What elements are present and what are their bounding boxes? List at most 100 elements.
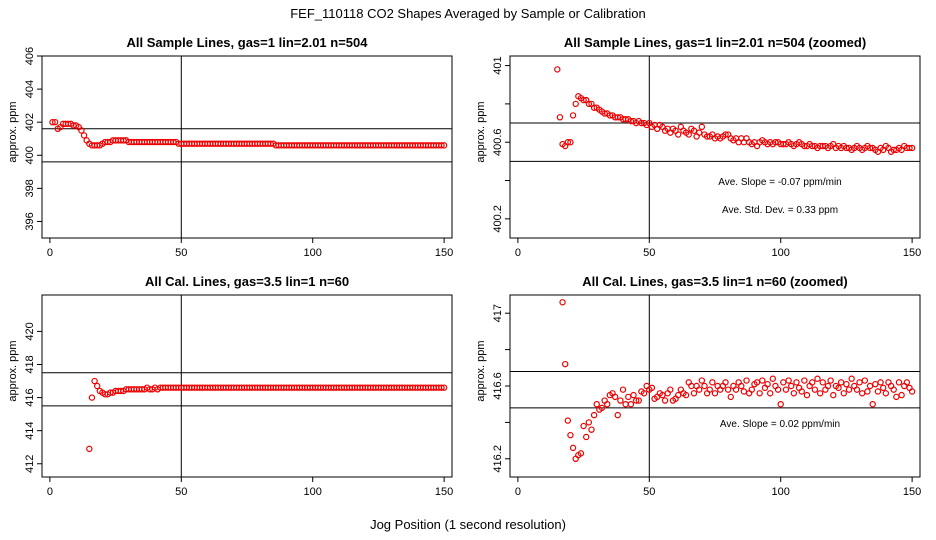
x-tick-label: 150 [903,486,921,498]
data-point [585,419,593,426]
data-point [640,390,648,397]
data-point [659,391,666,399]
data-point [614,114,621,121]
data-point [843,144,850,152]
y-tick-label: 406 [24,47,36,65]
data-point [772,139,779,146]
data-point [798,388,805,395]
data-point [782,386,790,393]
data-points [49,118,448,149]
data-point [440,142,448,149]
y-tick-label: 417 [492,304,504,322]
data-point [682,391,690,399]
data-point [675,391,682,399]
data-point [567,139,574,146]
data-point [835,384,842,392]
data-point [611,393,619,401]
figure-xlabel: Jog Position (1 second resolution) [370,517,566,532]
data-points [559,299,916,462]
data-point [853,386,861,393]
data-point [556,114,564,121]
data-point [809,379,816,386]
data-point [837,379,845,386]
data-point [685,131,692,138]
panel-1: All Sample Lines, gas=1 lin=2.01 n=504 0 5… [7,35,453,259]
data-point [617,397,624,404]
data-point [698,123,706,131]
data-point [724,386,732,393]
data-point [882,390,890,397]
y-tick-label: 400.6 [492,128,504,156]
data-point [759,377,766,384]
data-point [856,379,863,386]
data-point [696,129,703,136]
data-point [590,104,598,111]
data-point [811,386,819,393]
data-point [627,401,635,408]
data-point [440,384,448,391]
panel-3: All Cal. Lines, gas=3.5 lin=1 n=60 0 50 100… [7,274,453,498]
data-point [51,118,59,126]
data-point [559,299,566,306]
data-point [908,144,916,152]
data-point [722,379,729,386]
data-point [722,131,729,138]
data-point [438,142,445,149]
data-point [80,132,88,139]
data-point [711,390,719,397]
y-tick-label: 420 [24,322,36,340]
x-tick-label: 150 [903,247,921,259]
data-point [877,379,884,386]
panel-title: All Cal. Lines, gas=3.5 lin=1 n=60 (zoom… [582,274,848,289]
data-point [895,379,903,386]
x-tick-label: 50 [175,486,187,498]
data-point [861,377,869,384]
data-point [709,379,716,386]
data-point [632,397,640,404]
x-tick-label: 0 [47,247,53,259]
x-tick-label: 50 [643,486,655,498]
data-point [777,401,784,408]
data-point [801,142,808,150]
data-point [893,393,900,401]
y-tick-label: 416.6 [492,372,504,400]
data-point [49,118,56,126]
panel-2: All Sample Lines, gas=1 lin=2.01 n=504 (… [475,35,921,259]
data-point [564,417,572,424]
data-point [890,386,897,393]
data-point [604,401,611,408]
data-point [874,388,882,395]
x-tick-label: 0 [515,247,521,259]
data-point [869,401,876,408]
data-point [593,401,600,408]
data-point [706,386,713,393]
data-point [569,112,577,119]
plot-frame [41,55,453,239]
data-points [554,66,916,155]
data-point [622,116,629,123]
data-point [648,384,656,392]
y-axis-label: approx. ppm [7,101,19,162]
data-point [569,444,577,452]
y-tick-label: 401 [492,56,504,74]
data-point [843,380,850,388]
data-point [590,411,598,419]
data-point [696,386,703,393]
x-tick-label: 100 [772,247,790,259]
data-point [583,433,590,441]
data-point [803,391,811,399]
data-point [906,144,913,152]
data-point [601,110,608,117]
x-tick-label: 100 [772,486,790,498]
data-point [701,382,708,390]
y-tick-label: 416 [24,388,36,406]
data-point [864,388,871,395]
data-point [88,394,96,401]
panel-title: All Cal. Lines, gas=3.5 lin=1 n=60 [145,274,349,289]
data-point [93,382,101,390]
data-point [819,142,826,150]
plot-frame [41,294,453,478]
data-point [748,386,755,393]
y-tick-label: 414 [24,421,36,439]
